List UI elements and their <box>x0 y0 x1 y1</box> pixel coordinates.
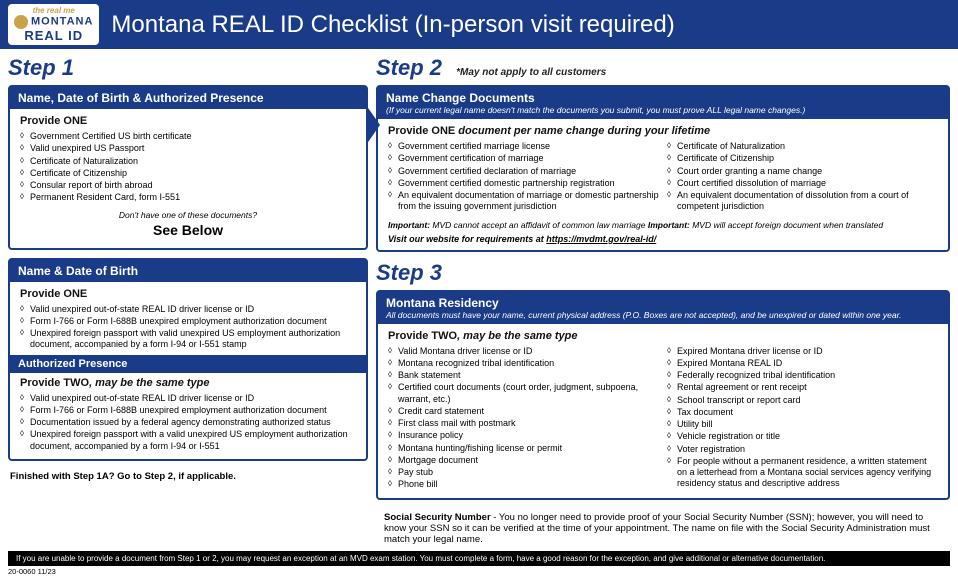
step1-card-name-dob: Name & Date of Birth Provide ONE Valid u… <box>8 258 368 461</box>
footer-bar: If you are unable to provide a document … <box>8 551 950 566</box>
list-item: Unexpired foreign passport with a valid … <box>20 429 356 452</box>
list-item: Certified court documents (court order, … <box>388 382 659 405</box>
step3-card: Montana Residency All documents must hav… <box>376 290 950 500</box>
list-item: Government certified marriage license <box>388 141 659 152</box>
right-column: Step 2 *May not apply to all customers N… <box>376 53 950 549</box>
see-below: See Below <box>20 222 356 238</box>
authorized-presence-head: Authorized Presence <box>10 355 366 373</box>
step3-label: Step 3 <box>376 260 950 286</box>
list-item: Unexpired foreign passport with valid un… <box>20 328 356 351</box>
step1-label: Step 1 <box>8 55 368 81</box>
list-item: Court certified dissolution of marriage <box>667 178 938 189</box>
list-item: Utility bill <box>667 419 938 430</box>
list-item: Vehicle registration or title <box>667 431 938 442</box>
ssn-note: Social Security Number - You no longer n… <box>376 508 950 549</box>
list-item: Government Certified US birth certificat… <box>20 131 356 142</box>
card-subtitle: (If your current legal name doesn't matc… <box>386 105 940 115</box>
provide-label: Provide TWO, may be the same type <box>20 377 356 389</box>
list-item: Valid unexpired US Passport <box>20 143 356 154</box>
card-head: Name, Date of Birth & Authorized Presenc… <box>10 87 366 109</box>
list-item: First class mail with postmark <box>388 418 659 429</box>
card-subtitle: All documents must have your name, curre… <box>386 310 940 320</box>
list-item: Valid Montana driver license or ID <box>388 346 659 357</box>
list-item: Valid unexpired out-of-state REAL ID dri… <box>20 304 356 315</box>
list-item: Government certified domestic partnershi… <box>388 178 659 189</box>
step2-label: Step 2 *May not apply to all customers <box>376 55 950 81</box>
list-item: Consular report of birth abroad <box>20 180 356 191</box>
list-item: Permanent Resident Card, form I-551 <box>20 192 356 203</box>
doc-list: Valid Montana driver license or IDMontan… <box>388 346 659 492</box>
list-item: Certificate of Citizenship <box>667 153 938 164</box>
list-item: Form I-766 or Form I-688B unexpired empl… <box>20 405 356 416</box>
document-id: 20-0060 11/23 <box>0 566 958 577</box>
page-title: Montana REAL ID Checklist (In-person vis… <box>111 11 674 39</box>
important-note: Important: MVD cannot accept an affidavi… <box>388 220 938 230</box>
logo-line-2: MONTANA <box>14 15 93 29</box>
list-item: Certificate of Naturalization <box>20 156 356 167</box>
card-title: Name, Date of Birth & Authorized Presenc… <box>18 91 358 105</box>
list-item: Credit card statement <box>388 406 659 417</box>
list-item: Government certified declaration of marr… <box>388 166 659 177</box>
list-item: Voter registration <box>667 444 938 455</box>
list-item: Mortgage document <box>388 455 659 466</box>
star-icon <box>14 15 28 29</box>
list-item: Federally recognized tribal identificati… <box>667 370 938 381</box>
list-item: Tax document <box>667 407 938 418</box>
list-item: Valid unexpired out-of-state REAL ID dri… <box>20 393 356 404</box>
website-link[interactable]: https://mvdmt.gov/real-id/ <box>546 234 656 244</box>
list-item: Certificate of Citizenship <box>20 168 356 179</box>
provide-label: Provide ONE document per name change dur… <box>388 125 938 137</box>
logo-state: MONTANA <box>31 15 93 27</box>
list-item: Insurance policy <box>388 430 659 441</box>
provide-label: Provide TWO, may be the same type <box>388 330 938 342</box>
list-item: Expired Montana driver license or ID <box>667 346 938 357</box>
doc-list: Certificate of NaturalizationCertificate… <box>667 141 938 214</box>
list-item: Form I-766 or Form I-688B unexpired empl… <box>20 316 356 327</box>
visit-link-line: Visit our website for requirements at ht… <box>388 234 938 244</box>
logo-realid: REAL ID <box>24 29 83 42</box>
list-item: Government certification of marriage <box>388 153 659 164</box>
list-item: Court order granting a name change <box>667 166 938 177</box>
card-title: Montana Residency <box>386 296 940 310</box>
list-item: An equivalent documentation of dissoluti… <box>667 190 938 213</box>
list-item: Expired Montana REAL ID <box>667 358 938 369</box>
list-item: Documentation issued by a federal agency… <box>20 417 356 428</box>
list-item: For people without a permanent residence… <box>667 456 938 490</box>
list-item: Pay stub <box>388 467 659 478</box>
list-item: Phone bill <box>388 479 659 490</box>
doc-list: Valid unexpired out-of-state REAL ID dri… <box>20 393 356 452</box>
list-item: An equivalent documentation of marriage … <box>388 190 659 213</box>
left-column: Step 1 Name, Date of Birth & Authorized … <box>8 53 368 549</box>
no-docs-note: Don't have one of these documents? <box>20 210 356 220</box>
list-item: Certificate of Naturalization <box>667 141 938 152</box>
doc-list: Expired Montana driver license or IDExpi… <box>667 346 938 492</box>
logo-tagline: the real me <box>33 7 75 15</box>
logo: the real me MONTANA REAL ID <box>8 4 99 45</box>
finished-note: Finished with Step 1A? Go to Step 2, if … <box>8 469 368 486</box>
provide-label: Provide ONE <box>20 288 356 300</box>
card-title: Name Change Documents <box>386 91 940 105</box>
card-title: Name & Date of Birth <box>18 264 358 278</box>
list-item: Bank statement <box>388 370 659 381</box>
doc-list: Valid unexpired out-of-state REAL ID dri… <box>20 304 356 351</box>
doc-list: Government Certified US birth certificat… <box>20 131 356 204</box>
list-item: Montana hunting/fishing license or permi… <box>388 443 659 454</box>
step1-card-primary: Name, Date of Birth & Authorized Presenc… <box>8 85 368 250</box>
provide-label: Provide ONE <box>20 115 356 127</box>
list-item: Rental agreement or rent receipt <box>667 382 938 393</box>
list-item: School transcript or report card <box>667 395 938 406</box>
list-item: Montana recognized tribal identification <box>388 358 659 369</box>
header-bar: the real me MONTANA REAL ID Montana REAL… <box>0 0 958 49</box>
step2-note: *May not apply to all customers <box>456 67 606 78</box>
doc-list: Government certified marriage licenseGov… <box>388 141 659 214</box>
step2-card: Name Change Documents (If your current l… <box>376 85 950 252</box>
